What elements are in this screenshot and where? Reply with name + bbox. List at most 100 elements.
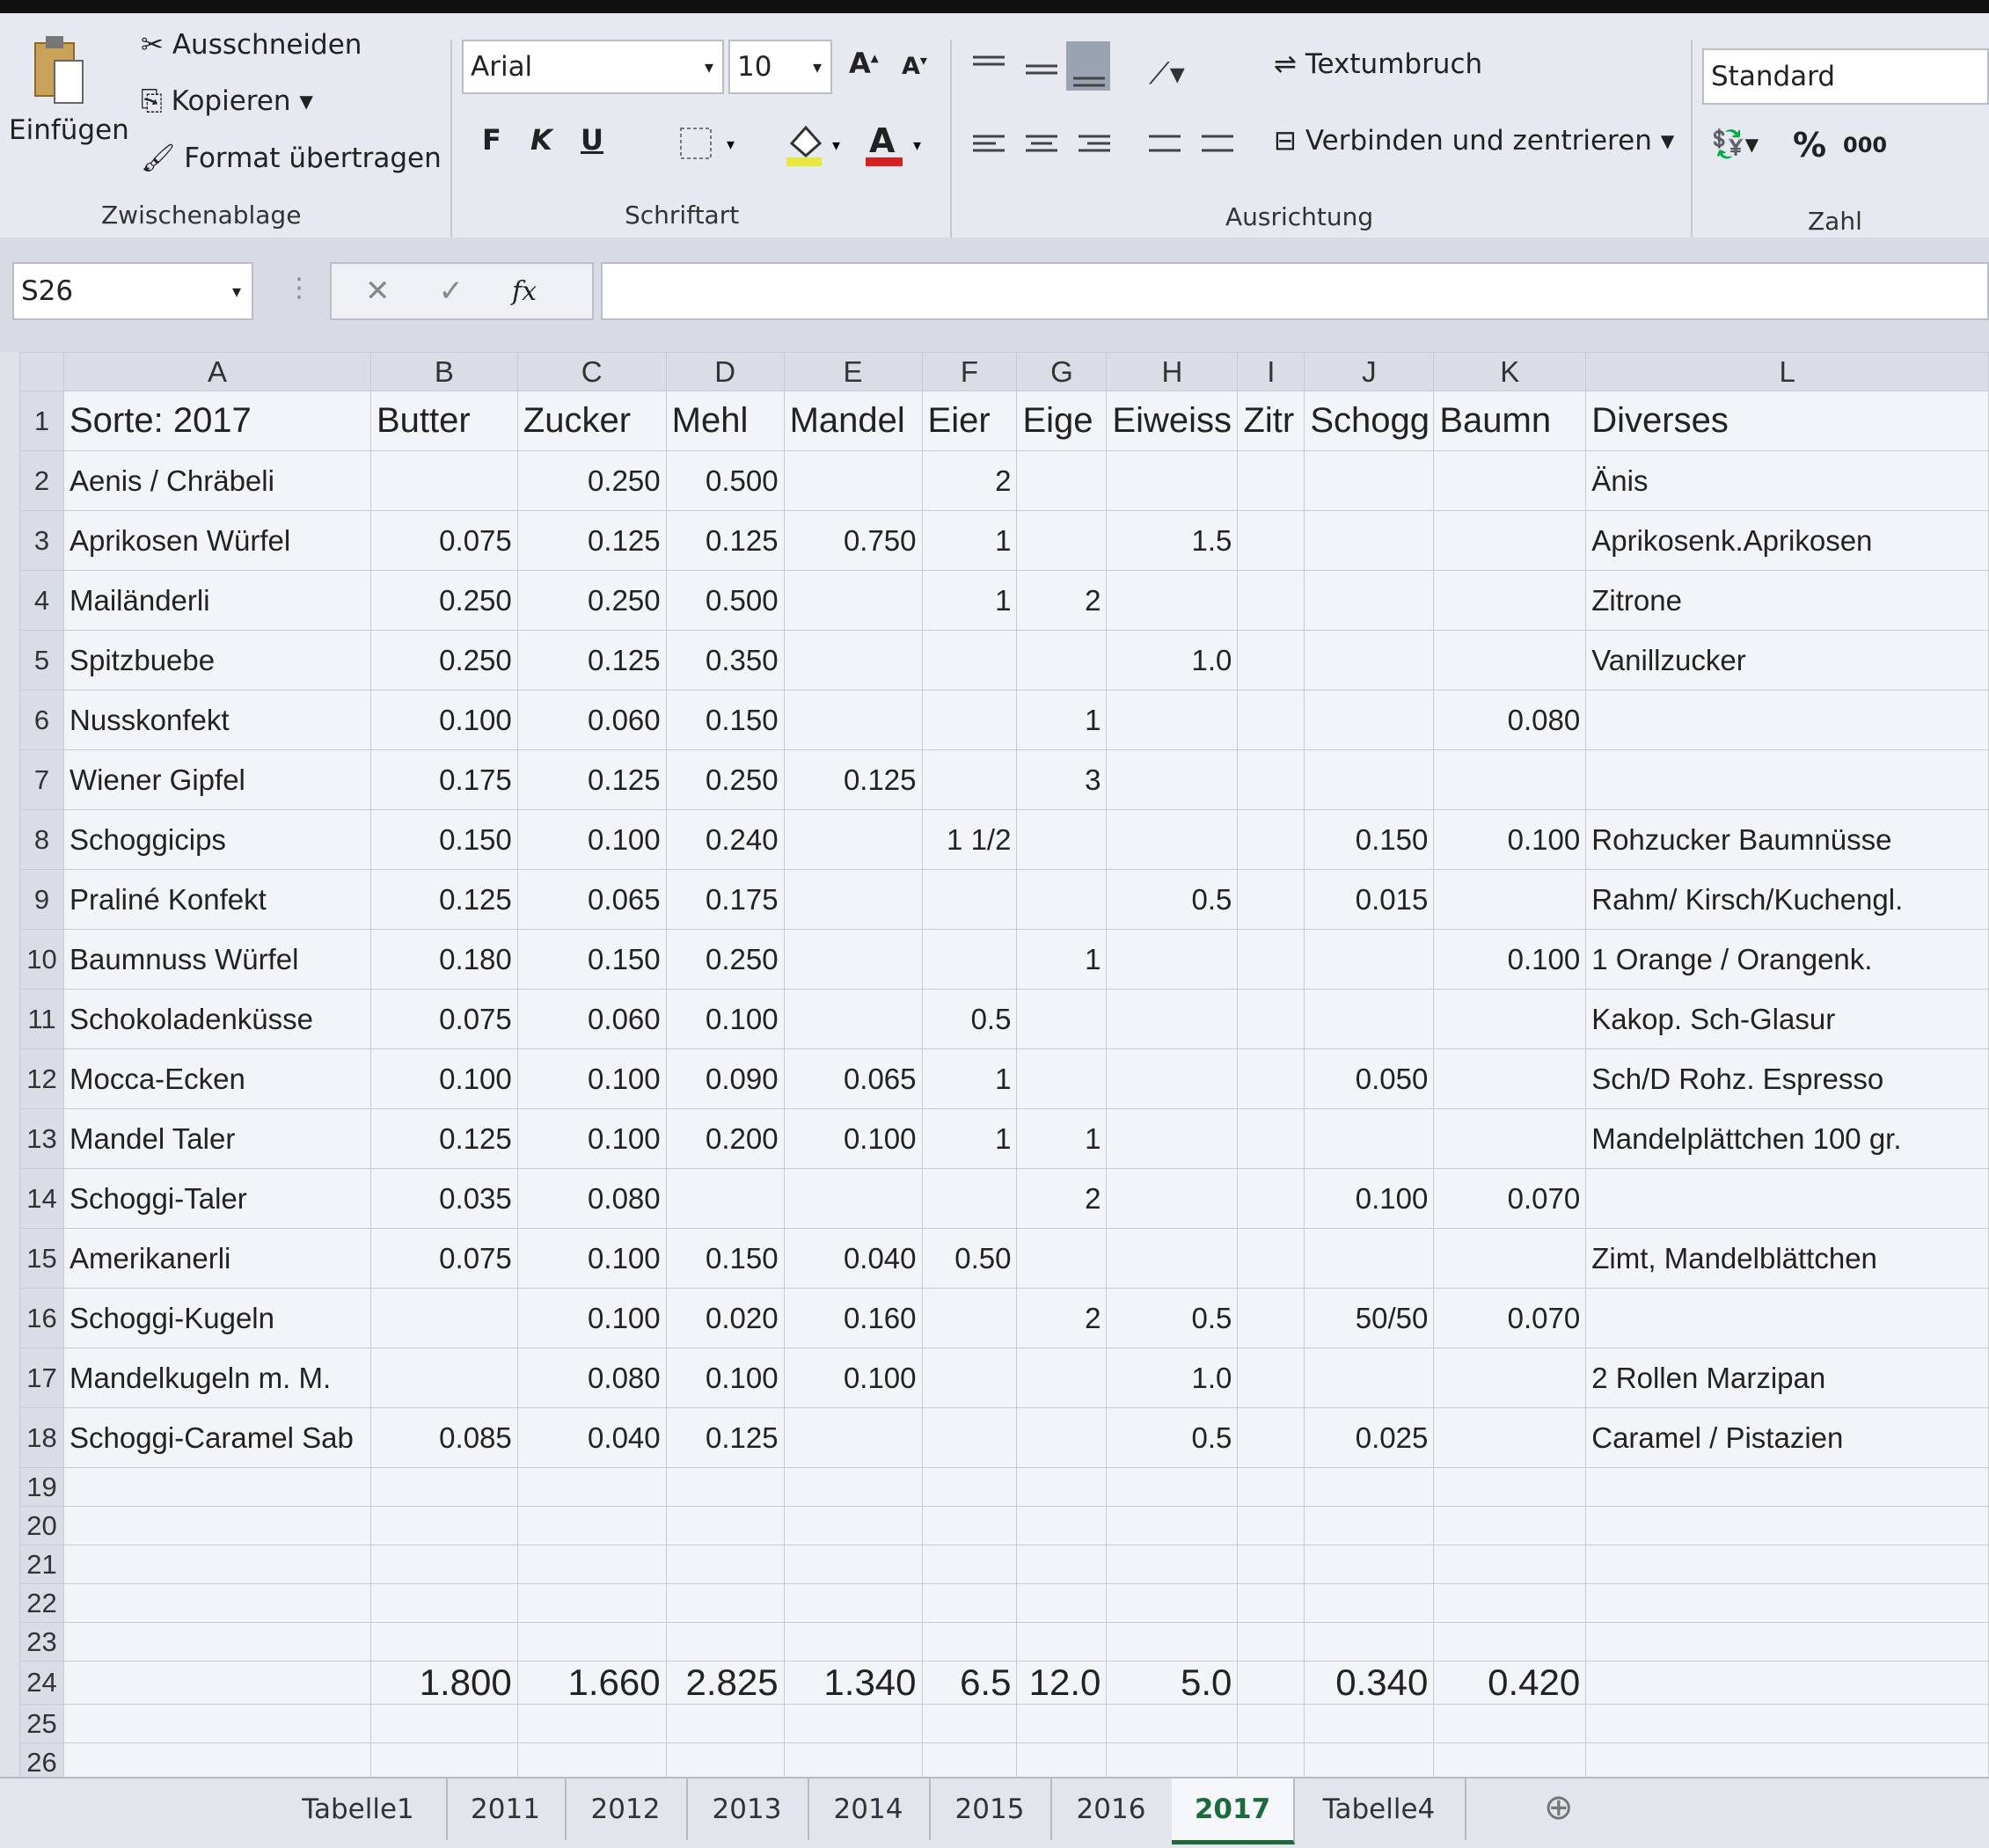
cell[interactable] (1237, 869, 1305, 930)
cell[interactable]: 0.100 (369, 690, 518, 750)
cell[interactable] (665, 1583, 785, 1623)
cell[interactable] (516, 1742, 667, 1782)
cell[interactable] (1304, 1545, 1435, 1584)
cell[interactable]: 0.090 (665, 1048, 785, 1109)
insert-function-button[interactable]: fx (512, 275, 537, 307)
cell[interactable] (1304, 989, 1435, 1049)
cell[interactable] (1304, 450, 1435, 511)
cell[interactable] (1585, 1661, 1989, 1705)
cell[interactable] (1016, 630, 1108, 690)
cell[interactable] (1237, 1048, 1305, 1109)
cell[interactable] (921, 1622, 1018, 1662)
cell[interactable] (921, 1288, 1018, 1348)
column-header[interactable]: A (62, 352, 371, 391)
cell[interactable] (1016, 989, 1108, 1049)
border-button[interactable]: ▾ (677, 123, 748, 167)
cell[interactable] (1016, 1506, 1108, 1545)
cell[interactable] (1237, 1742, 1305, 1782)
row-header[interactable]: 17 (19, 1348, 64, 1408)
cell[interactable] (1433, 1742, 1587, 1782)
cell[interactable] (783, 1622, 923, 1662)
cell[interactable]: 0.125 (516, 749, 667, 810)
cell[interactable]: Kakop. Sch-Glasur (1585, 989, 1989, 1049)
cell[interactable] (1433, 869, 1587, 930)
shrink-font-button[interactable]: A▾ (902, 52, 927, 80)
cut-button[interactable]: ✂ Ausschneiden (141, 29, 362, 61)
cell[interactable] (1585, 1467, 1989, 1507)
cell[interactable]: 0.050 (1304, 1048, 1435, 1109)
cell[interactable] (1304, 1622, 1435, 1662)
cell[interactable]: Mailänderli (62, 570, 371, 631)
cell[interactable]: Aprikosen Würfel (62, 510, 371, 571)
cell[interactable] (1237, 690, 1305, 750)
cell[interactable]: 3 (1016, 749, 1108, 810)
cell[interactable] (1433, 1228, 1587, 1289)
cell[interactable] (369, 1348, 518, 1408)
cell[interactable]: 0.080 (516, 1168, 667, 1229)
cell[interactable] (1106, 570, 1239, 631)
sheet-tab[interactable]: Tabelle1 (270, 1779, 448, 1840)
cell[interactable] (1016, 1228, 1108, 1289)
cell[interactable]: 0.5 (921, 989, 1018, 1049)
cell[interactable] (921, 1407, 1018, 1468)
cell[interactable] (1237, 749, 1305, 810)
cell[interactable] (1016, 1622, 1108, 1662)
cell[interactable]: 0.200 (665, 1108, 785, 1169)
add-sheet-button[interactable]: ⊕ (1544, 1787, 1574, 1828)
column-header[interactable]: G (1016, 352, 1108, 391)
cell[interactable]: Änis (1585, 450, 1989, 511)
cell[interactable] (62, 1506, 371, 1545)
cell[interactable] (1106, 989, 1239, 1049)
cell[interactable] (921, 690, 1018, 750)
cell[interactable] (1106, 809, 1239, 870)
cell[interactable] (1106, 1742, 1239, 1782)
cell[interactable]: Schoggi-Caramel Sab (62, 1407, 371, 1468)
cell[interactable] (1433, 570, 1587, 631)
cell[interactable] (1237, 1108, 1305, 1169)
cell[interactable] (1106, 1168, 1239, 1229)
cell[interactable]: 1.800 (369, 1661, 518, 1705)
cell[interactable]: Praliné Konfekt (62, 869, 371, 930)
cell[interactable]: 0.150 (1304, 809, 1435, 870)
row-header[interactable]: 22 (19, 1583, 64, 1623)
cell[interactable]: 1 (921, 510, 1018, 571)
cell[interactable] (1237, 1506, 1305, 1545)
row-header[interactable]: 9 (19, 869, 64, 930)
cell[interactable]: Zimt, Mandelblättchen (1585, 1228, 1989, 1289)
cell[interactable]: 50/50 (1304, 1288, 1435, 1348)
grow-font-button[interactable]: A▴ (849, 47, 879, 80)
cell[interactable] (62, 1583, 371, 1623)
sheet-tab[interactable]: Tabelle4 (1293, 1779, 1466, 1840)
cell[interactable] (921, 749, 1018, 810)
cell[interactable]: 2 Rollen Marzipan (1585, 1348, 1989, 1408)
cell[interactable] (1433, 1506, 1587, 1545)
paste-button[interactable]: Einfügen (9, 114, 129, 146)
row-header[interactable]: 25 (19, 1704, 64, 1743)
cell[interactable] (1016, 809, 1108, 870)
column-header[interactable]: L (1585, 352, 1989, 391)
cell[interactable] (1016, 1704, 1108, 1743)
cell[interactable] (665, 1742, 785, 1782)
thousands-button[interactable]: 000 (1843, 133, 1888, 157)
cell[interactable] (1106, 929, 1239, 990)
cell[interactable] (1106, 1506, 1239, 1545)
percent-button[interactable]: % (1793, 126, 1827, 164)
cell[interactable] (1237, 1407, 1305, 1468)
cell[interactable] (1106, 450, 1239, 511)
cell[interactable]: 0.080 (516, 1348, 667, 1408)
enter-button[interactable]: ✓ (438, 274, 464, 309)
cell[interactable] (1016, 1742, 1108, 1782)
cell[interactable]: 0.500 (665, 570, 785, 631)
cell[interactable] (369, 1622, 518, 1662)
cell[interactable] (1433, 1704, 1587, 1743)
cell[interactable] (369, 1288, 518, 1348)
cancel-button[interactable]: ✕ (365, 274, 391, 309)
cell[interactable]: 0.150 (665, 690, 785, 750)
row-header[interactable]: 1 (19, 391, 64, 451)
cell[interactable] (783, 630, 923, 690)
cell[interactable] (1585, 1742, 1989, 1782)
cell[interactable]: 0.100 (516, 1288, 667, 1348)
cell[interactable] (665, 1506, 785, 1545)
cell[interactable] (1016, 869, 1108, 930)
cell[interactable] (1237, 1545, 1305, 1584)
